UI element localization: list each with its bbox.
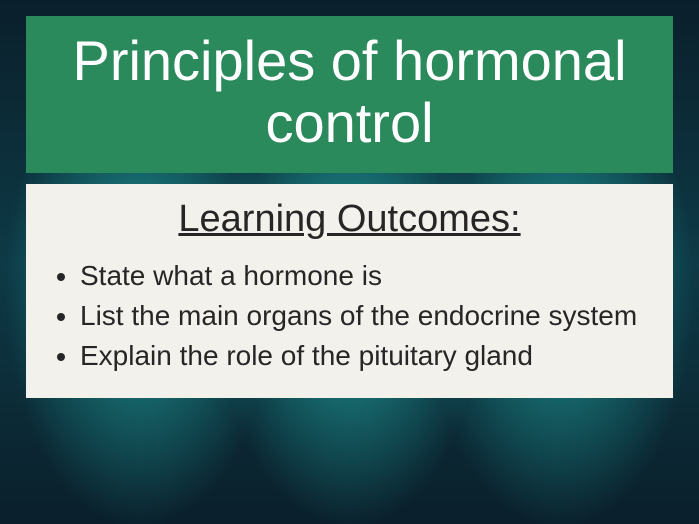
list-item: State what a hormone is xyxy=(80,257,645,295)
outcomes-list: State what a hormone is List the main or… xyxy=(54,257,645,374)
list-item: Explain the role of the pituitary gland xyxy=(80,337,645,375)
slide: Principles of hormonal control Learning … xyxy=(0,0,699,524)
outcomes-box: Learning Outcomes: State what a hormone … xyxy=(26,184,673,398)
outcomes-heading: Learning Outcomes: xyxy=(54,198,645,241)
list-item: List the main organs of the endocrine sy… xyxy=(80,297,645,335)
slide-title: Principles of hormonal control xyxy=(72,29,626,154)
title-box: Principles of hormonal control xyxy=(26,16,673,173)
